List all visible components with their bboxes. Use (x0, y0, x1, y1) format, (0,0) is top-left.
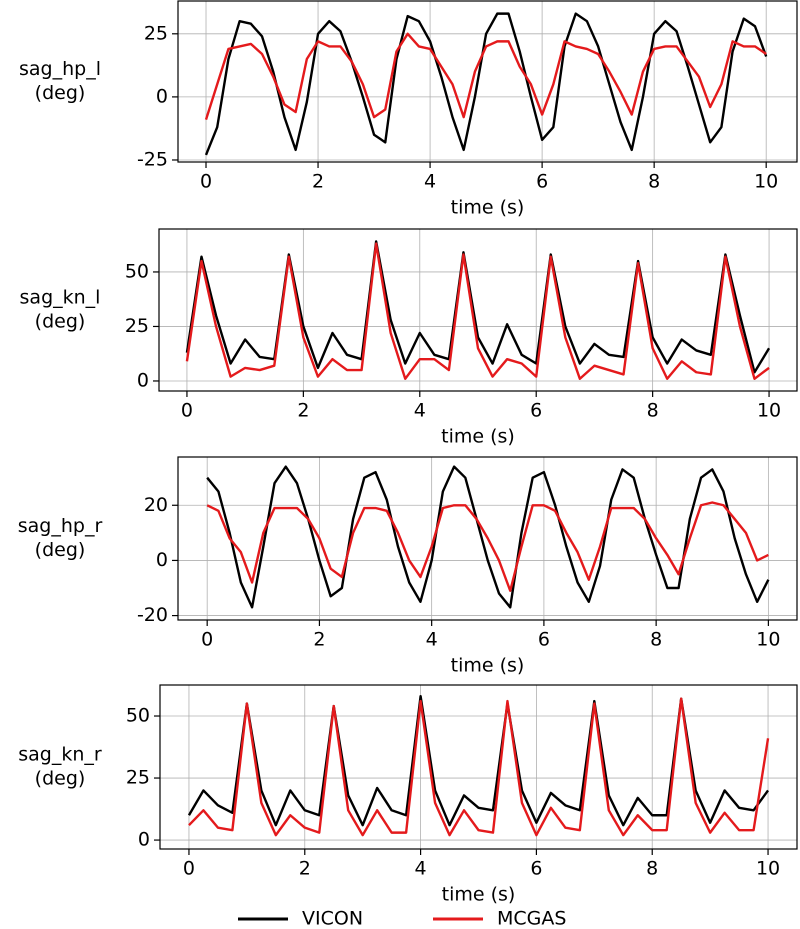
x-tick-label: 10 (756, 858, 780, 880)
series-line (185, 240, 771, 374)
x-tick-label: 8 (650, 629, 662, 651)
plot-frame (177, 456, 798, 621)
x-tick-label: 0 (200, 171, 212, 193)
x-tick-label: 0 (183, 858, 195, 880)
y-axis-label: (deg) (35, 311, 86, 333)
y-tick-label: 50 (126, 705, 150, 727)
legend-label: MCGAS (497, 908, 566, 929)
x-tick-label: 10 (754, 171, 778, 193)
series-line (206, 501, 769, 592)
x-tick-label: 0 (181, 400, 193, 422)
x-tick-label: 2 (312, 171, 324, 193)
x-tick-label: 8 (648, 171, 660, 193)
x-tick-label: 10 (757, 400, 781, 422)
plot-frame (177, 0, 798, 163)
x-tick-label: 6 (536, 171, 548, 193)
plot-frame (158, 228, 798, 392)
y-tick-label: -20 (137, 604, 168, 626)
x-tick-label: 8 (647, 400, 659, 422)
series-line (188, 697, 770, 837)
x-tick-label: 4 (414, 400, 426, 422)
y-axis-label: sag_kn_r (18, 744, 102, 766)
y-tick-label: 50 (125, 260, 149, 282)
x-tick-label: 4 (424, 171, 436, 193)
x-axis-label: time (s) (451, 197, 525, 219)
y-axis-label: (deg) (35, 768, 86, 790)
x-tick-label: 10 (756, 629, 780, 651)
x-axis-label: time (s) (451, 655, 525, 677)
x-axis-label: time (s) (442, 884, 516, 906)
x-tick-label: 4 (426, 629, 438, 651)
series-line (185, 242, 770, 380)
y-axis-label: (deg) (35, 82, 86, 104)
y-tick-label: -25 (137, 148, 168, 170)
x-tick-label: 6 (530, 400, 542, 422)
series-line (204, 32, 767, 120)
plot-frame (159, 684, 798, 850)
y-tick-label: 0 (156, 549, 168, 571)
y-axis-label: (deg) (35, 539, 86, 561)
y-tick-label: 0 (137, 369, 149, 391)
x-tick-label: 8 (646, 858, 658, 880)
x-tick-label: 6 (538, 629, 550, 651)
x-tick-label: 6 (530, 858, 542, 880)
y-tick-label: 25 (125, 315, 149, 337)
series-line (206, 465, 770, 609)
legend-label: VICON (302, 908, 363, 929)
x-tick-label: 0 (201, 629, 213, 651)
series-line (204, 12, 768, 156)
x-tick-label: 2 (299, 858, 311, 880)
y-axis-label: sag_hp_r (18, 515, 103, 537)
y-tick-label: 20 (144, 494, 168, 516)
legend: VICON MCGAS (238, 908, 566, 929)
y-tick-label: 0 (138, 829, 150, 851)
y-tick-label: 25 (126, 767, 150, 789)
series-line (187, 694, 770, 827)
y-tick-label: 25 (144, 22, 168, 44)
x-axis-label: time (s) (441, 426, 515, 448)
x-tick-label: 2 (313, 629, 325, 651)
y-tick-label: 0 (156, 85, 168, 107)
x-tick-label: 4 (415, 858, 427, 880)
y-axis-label: sag_kn_l (20, 287, 101, 309)
y-axis-label: sag_hp_l (19, 58, 101, 80)
x-tick-label: 2 (297, 400, 309, 422)
